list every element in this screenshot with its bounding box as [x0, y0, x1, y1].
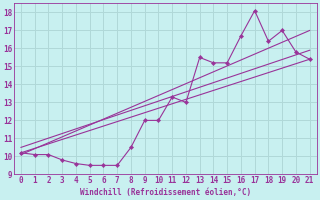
X-axis label: Windchill (Refroidissement éolien,°C): Windchill (Refroidissement éolien,°C) — [80, 188, 251, 197]
